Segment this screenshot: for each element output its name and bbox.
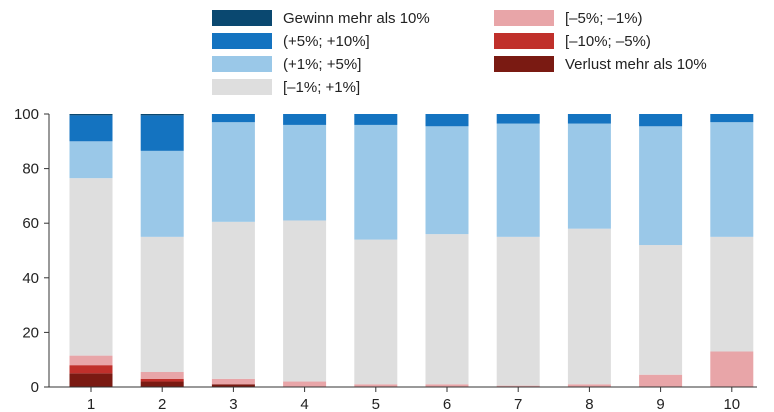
bar-segment — [354, 124, 398, 240]
bar-segment — [354, 114, 398, 125]
legend-swatch — [212, 33, 272, 49]
bar-segment — [425, 114, 469, 127]
bar-segment — [639, 126, 683, 246]
bar-segment — [496, 236, 540, 386]
bar-segment — [567, 114, 611, 124]
legend-swatch — [494, 33, 554, 49]
bar-segment — [140, 115, 184, 151]
bar-segment — [639, 114, 683, 127]
bar-segment — [140, 236, 184, 372]
legend-label: Gewinn mehr als 10% — [283, 10, 430, 27]
legend-swatch — [494, 10, 554, 26]
y-tick-label: 100 — [14, 106, 39, 123]
legend-swatch — [212, 56, 272, 72]
bar-segment — [710, 122, 754, 237]
x-tick-label: 4 — [300, 396, 308, 412]
bar-segment — [354, 384, 398, 387]
bar-segment — [567, 384, 611, 387]
bar-segment — [710, 351, 754, 387]
bar-segment — [283, 124, 327, 221]
bar-segment — [425, 126, 469, 235]
bar-segment — [69, 114, 113, 116]
bar-segment — [496, 114, 540, 124]
bar-segment — [283, 381, 327, 387]
bar-segment — [425, 234, 469, 385]
y-tick-label: 60 — [22, 215, 39, 232]
legend-swatch — [212, 10, 272, 26]
bar-segment — [69, 365, 113, 374]
bar-segment — [140, 378, 184, 382]
bar-segment — [567, 228, 611, 385]
legend-label: Verlust mehr als 10% — [565, 56, 707, 73]
bar-segment — [140, 150, 184, 237]
x-tick-label: 5 — [372, 396, 380, 412]
bar-segment — [69, 141, 113, 179]
bar-segment — [354, 239, 398, 385]
x-tick-label: 2 — [158, 396, 166, 412]
bar-segment — [567, 123, 611, 229]
bar-segment — [140, 114, 184, 116]
legend-label: [–5%; –1%) — [565, 10, 643, 27]
bar-segment — [69, 355, 113, 366]
legend-swatch — [494, 56, 554, 72]
bar-segment — [140, 381, 184, 387]
bar-segment — [211, 384, 255, 387]
bar-segment — [211, 122, 255, 222]
y-tick-label: 80 — [22, 161, 39, 178]
x-tick-label: 6 — [443, 396, 451, 412]
legend-swatch — [212, 79, 272, 95]
bar-segment — [69, 373, 113, 387]
legend: Gewinn mehr als 10% (+5%; +10%] (+1%; +5%]… — [212, 10, 707, 96]
x-tick-label: 8 — [585, 396, 593, 412]
bar-segment — [496, 385, 540, 387]
legend-label: (+5%; +10%] — [283, 33, 370, 50]
x-tick-label: 10 — [723, 396, 740, 412]
x-tick-label: 3 — [229, 396, 237, 412]
y-tick-label: 0 — [31, 379, 39, 396]
bar-segment — [283, 220, 327, 382]
bar-segment — [211, 221, 255, 379]
y-tick-label: 20 — [22, 324, 39, 341]
legend-label: [–10%; –5%) — [565, 33, 651, 50]
bar-segment — [211, 114, 255, 123]
bar-segment — [425, 384, 469, 387]
bars — [69, 114, 754, 387]
bar-segment — [710, 114, 754, 123]
x-tick-label: 1 — [87, 396, 95, 412]
legend-label: (+1%; +5%] — [283, 56, 361, 73]
y-tick-label: 40 — [22, 270, 39, 287]
bar-segment — [140, 371, 184, 379]
bar-segment — [69, 115, 113, 142]
legend-label: [–1%; +1%] — [283, 79, 360, 96]
bar-segment — [496, 123, 540, 237]
x-tick-label: 9 — [656, 396, 664, 412]
bar-segment — [639, 245, 683, 375]
bar-segment — [710, 236, 754, 352]
bar-segment — [211, 378, 255, 385]
bar-segment — [69, 178, 113, 356]
bar-segment — [639, 374, 683, 387]
x-tick-label: 7 — [514, 396, 522, 412]
x-axis: 1 2 3 4 5 6 7 8 9 10 — [49, 386, 757, 412]
y-axis: 0 20 40 60 80 100 — [14, 106, 50, 396]
bar-segment — [283, 114, 327, 125]
